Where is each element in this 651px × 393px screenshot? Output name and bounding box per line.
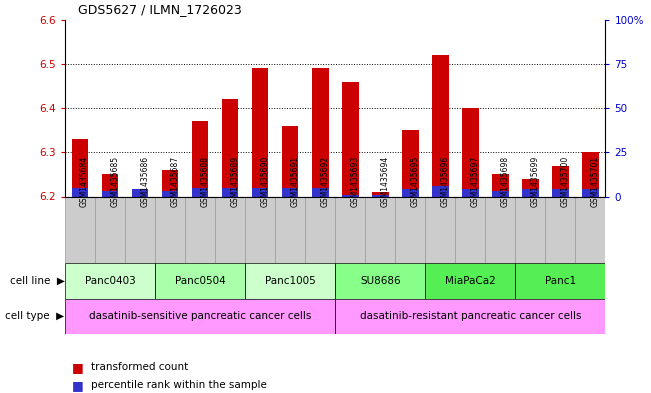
- Bar: [552, 189, 569, 196]
- Text: transformed count: transformed count: [91, 362, 188, 373]
- Bar: [335, 196, 365, 263]
- Bar: [162, 191, 178, 196]
- Bar: [575, 196, 605, 263]
- Text: percentile rank within the sample: percentile rank within the sample: [91, 380, 267, 390]
- Bar: [486, 196, 516, 263]
- Bar: [432, 55, 449, 196]
- Bar: [102, 174, 118, 196]
- Text: GSM1435684: GSM1435684: [80, 155, 89, 207]
- Bar: [155, 263, 245, 299]
- Text: GSM1435688: GSM1435688: [200, 156, 209, 207]
- Bar: [222, 188, 238, 196]
- Bar: [132, 192, 148, 196]
- Text: GSM1435694: GSM1435694: [380, 155, 389, 207]
- Bar: [305, 196, 335, 263]
- Bar: [402, 189, 419, 196]
- Bar: [516, 263, 605, 299]
- Bar: [312, 68, 329, 196]
- Text: GSM1435695: GSM1435695: [410, 155, 419, 207]
- Bar: [192, 121, 208, 196]
- Bar: [102, 191, 118, 196]
- Bar: [215, 196, 245, 263]
- Bar: [282, 126, 299, 196]
- Bar: [65, 196, 95, 263]
- Text: GSM1435697: GSM1435697: [470, 155, 479, 207]
- Bar: [552, 165, 569, 196]
- Text: Panc1005: Panc1005: [265, 276, 316, 286]
- Bar: [72, 188, 89, 196]
- Bar: [492, 174, 508, 196]
- Bar: [245, 196, 275, 263]
- Bar: [312, 188, 329, 196]
- Text: GSM1435692: GSM1435692: [320, 155, 329, 207]
- Bar: [425, 263, 516, 299]
- Bar: [252, 68, 268, 196]
- Bar: [132, 189, 148, 196]
- Bar: [162, 170, 178, 196]
- Text: MiaPaCa2: MiaPaCa2: [445, 276, 495, 286]
- Bar: [275, 196, 305, 263]
- Bar: [335, 263, 425, 299]
- Bar: [425, 196, 455, 263]
- Text: GSM1435687: GSM1435687: [170, 155, 179, 207]
- Bar: [245, 263, 335, 299]
- Bar: [252, 188, 268, 196]
- Bar: [72, 139, 89, 196]
- Bar: [222, 99, 238, 196]
- Text: GSM1435686: GSM1435686: [140, 155, 149, 207]
- Text: GSM1435698: GSM1435698: [501, 155, 509, 207]
- Text: GSM1435693: GSM1435693: [350, 155, 359, 207]
- Bar: [342, 81, 359, 196]
- Bar: [335, 299, 605, 334]
- Text: GSM1435689: GSM1435689: [230, 155, 239, 207]
- Bar: [402, 130, 419, 196]
- Text: cell line  ▶: cell line ▶: [10, 276, 64, 286]
- Bar: [155, 196, 185, 263]
- Bar: [65, 263, 155, 299]
- Text: GSM1435700: GSM1435700: [561, 155, 570, 207]
- Text: ■: ■: [72, 378, 83, 392]
- Bar: [462, 108, 478, 196]
- Text: GSM1435701: GSM1435701: [590, 155, 600, 207]
- Bar: [522, 189, 538, 196]
- Bar: [492, 191, 508, 196]
- Bar: [125, 196, 155, 263]
- Text: Panc0504: Panc0504: [175, 276, 225, 286]
- Bar: [185, 196, 215, 263]
- Bar: [522, 179, 538, 196]
- Text: GDS5627 / ILMN_1726023: GDS5627 / ILMN_1726023: [78, 3, 242, 16]
- Bar: [365, 196, 395, 263]
- Bar: [462, 189, 478, 196]
- Bar: [372, 192, 389, 196]
- Text: dasatinib-resistant pancreatic cancer cells: dasatinib-resistant pancreatic cancer ce…: [359, 311, 581, 321]
- Text: Panc1: Panc1: [545, 276, 576, 286]
- Text: ■: ■: [72, 361, 83, 374]
- Bar: [395, 196, 425, 263]
- Text: SU8686: SU8686: [360, 276, 400, 286]
- Bar: [516, 196, 546, 263]
- Bar: [95, 196, 125, 263]
- Text: GSM1435685: GSM1435685: [110, 155, 119, 207]
- Text: GSM1435690: GSM1435690: [260, 155, 270, 207]
- Text: GSM1435691: GSM1435691: [290, 155, 299, 207]
- Bar: [432, 186, 449, 196]
- Bar: [65, 299, 335, 334]
- Text: GSM1435696: GSM1435696: [440, 155, 449, 207]
- Text: GSM1435699: GSM1435699: [531, 155, 540, 207]
- Text: cell type  ▶: cell type ▶: [5, 311, 64, 321]
- Bar: [455, 196, 486, 263]
- Bar: [282, 188, 299, 196]
- Bar: [192, 188, 208, 196]
- Text: Panc0403: Panc0403: [85, 276, 135, 286]
- Bar: [582, 152, 599, 196]
- Text: dasatinib-sensitive pancreatic cancer cells: dasatinib-sensitive pancreatic cancer ce…: [89, 311, 311, 321]
- Bar: [582, 189, 599, 196]
- Bar: [342, 195, 359, 196]
- Bar: [372, 195, 389, 196]
- Bar: [546, 196, 575, 263]
